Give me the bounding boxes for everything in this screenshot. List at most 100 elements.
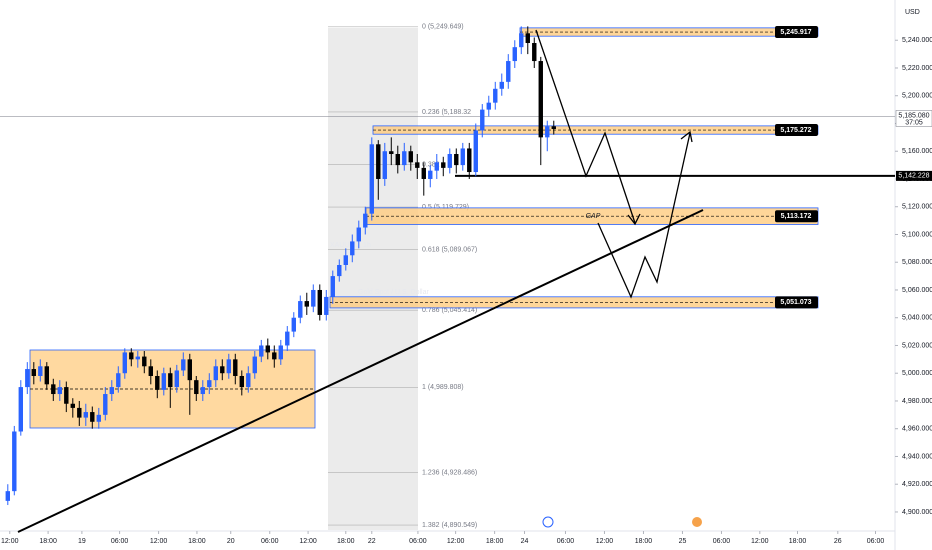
fib-label: 1.382 (4,890.549) [422,522,477,529]
candle-body [220,366,225,374]
fib-label: 0.5 (5,119.729) [422,204,469,211]
candle-body [194,380,199,395]
y-tick-label: 5,020.000 [902,342,932,349]
candle-body [233,359,238,376]
candle-body [77,407,82,418]
event-icon[interactable] [542,516,554,528]
candle-body [278,345,283,360]
x-tick-label: 22 [368,538,376,545]
candle-body [376,144,381,179]
candle-body [369,144,374,214]
candle-body [5,491,10,501]
candle-body [90,412,95,422]
x-tick-label: 12:00 [447,538,465,545]
projection-path [535,29,636,224]
level-tag [775,210,818,223]
level-tag [775,26,818,39]
level-tag [775,124,818,137]
candle-body [298,301,303,318]
support-tag [896,170,932,181]
candle-body [304,301,309,307]
candle-body [174,370,179,388]
x-tick-label: 06:00 [409,538,427,545]
projection-path [597,132,691,299]
x-tick-label: 18:00 [337,538,355,545]
candle-body [519,33,524,48]
candle-body [142,356,147,367]
fib-label: 0.382 [422,161,440,168]
fib-label: 0.618 (5,089.067) [422,246,477,253]
candle-body [402,151,407,166]
trendline [17,209,704,533]
candle-body [148,366,153,376]
x-tick-label: 18:00 [635,538,653,545]
level-zone [519,27,819,37]
level-label: 5,051.073 [780,299,811,306]
candle-body [135,356,140,360]
candle-body [389,151,394,155]
x-tick-label: 19 [78,538,86,545]
candle-body [545,126,550,138]
candle-body [473,130,478,173]
candle-body [486,102,491,110]
candle-body [51,384,56,395]
current-price-label: 5,185.080 [898,112,929,119]
candle-body [70,403,75,408]
event-icon[interactable] [692,517,702,527]
candle-body [343,255,348,265]
candle-body [168,373,173,388]
y-tick-label: 4,900.000 [902,509,932,516]
fib-label: 0.236 (5,188.32 [422,109,471,116]
candle-body [31,369,36,376]
candle-body [64,387,69,404]
x-tick-label: 12:00 [596,538,614,545]
x-tick-label: 18:00 [188,538,206,545]
arrow-head [680,130,693,143]
x-tick-label: 18:00 [789,538,807,545]
candle-body [96,414,101,422]
y-tick-label: 5,080.000 [902,259,932,266]
level-label: 5,245.917 [780,29,811,36]
fib-label: 0.786 (5,045.414) [422,307,477,314]
x-tick-label: 06:00 [111,538,129,545]
y-tick-label: 5,060.000 [902,287,932,294]
y-tick-label: 5,220.000 [902,65,932,72]
arrow-head [627,213,641,226]
candle-body [415,162,420,168]
y-tick-label: 5,240.000 [902,37,932,44]
x-tick-label: 20 [227,538,235,545]
candle-body [317,289,322,315]
candle-body [57,387,62,395]
x-tick-label: 25 [679,538,687,545]
x-tick-label: 18:00 [39,538,57,545]
candle-body [38,366,43,376]
candle-body [155,375,160,390]
candle-body [103,394,108,415]
candle-body [467,148,472,173]
candle-body [44,366,49,385]
y-tick-label: 5,040.000 [902,315,932,322]
candle-body [551,126,556,130]
x-tick-label: 06:00 [867,538,885,545]
candle-body [356,227,361,242]
candle-body [187,359,192,381]
level-tag [775,296,818,309]
candle-body [434,162,439,171]
fib-label: 1 (4,989.808) [422,384,464,391]
candle-body [291,317,296,332]
y-tick-label: 4,960.000 [902,426,932,433]
candle-body [239,375,244,388]
candle-body [285,331,290,346]
candle-body [213,366,218,381]
candle-body [538,61,543,138]
level-label: 5,175.272 [780,127,811,134]
candle-body [252,356,257,374]
candle-body [259,345,264,357]
candle-body [181,359,186,371]
x-tick-label: 12:00 [751,538,769,545]
candle-body [226,359,231,374]
watermark-name: Gold Spot / U.S. Dollar [358,289,429,296]
candle-body [512,47,517,62]
